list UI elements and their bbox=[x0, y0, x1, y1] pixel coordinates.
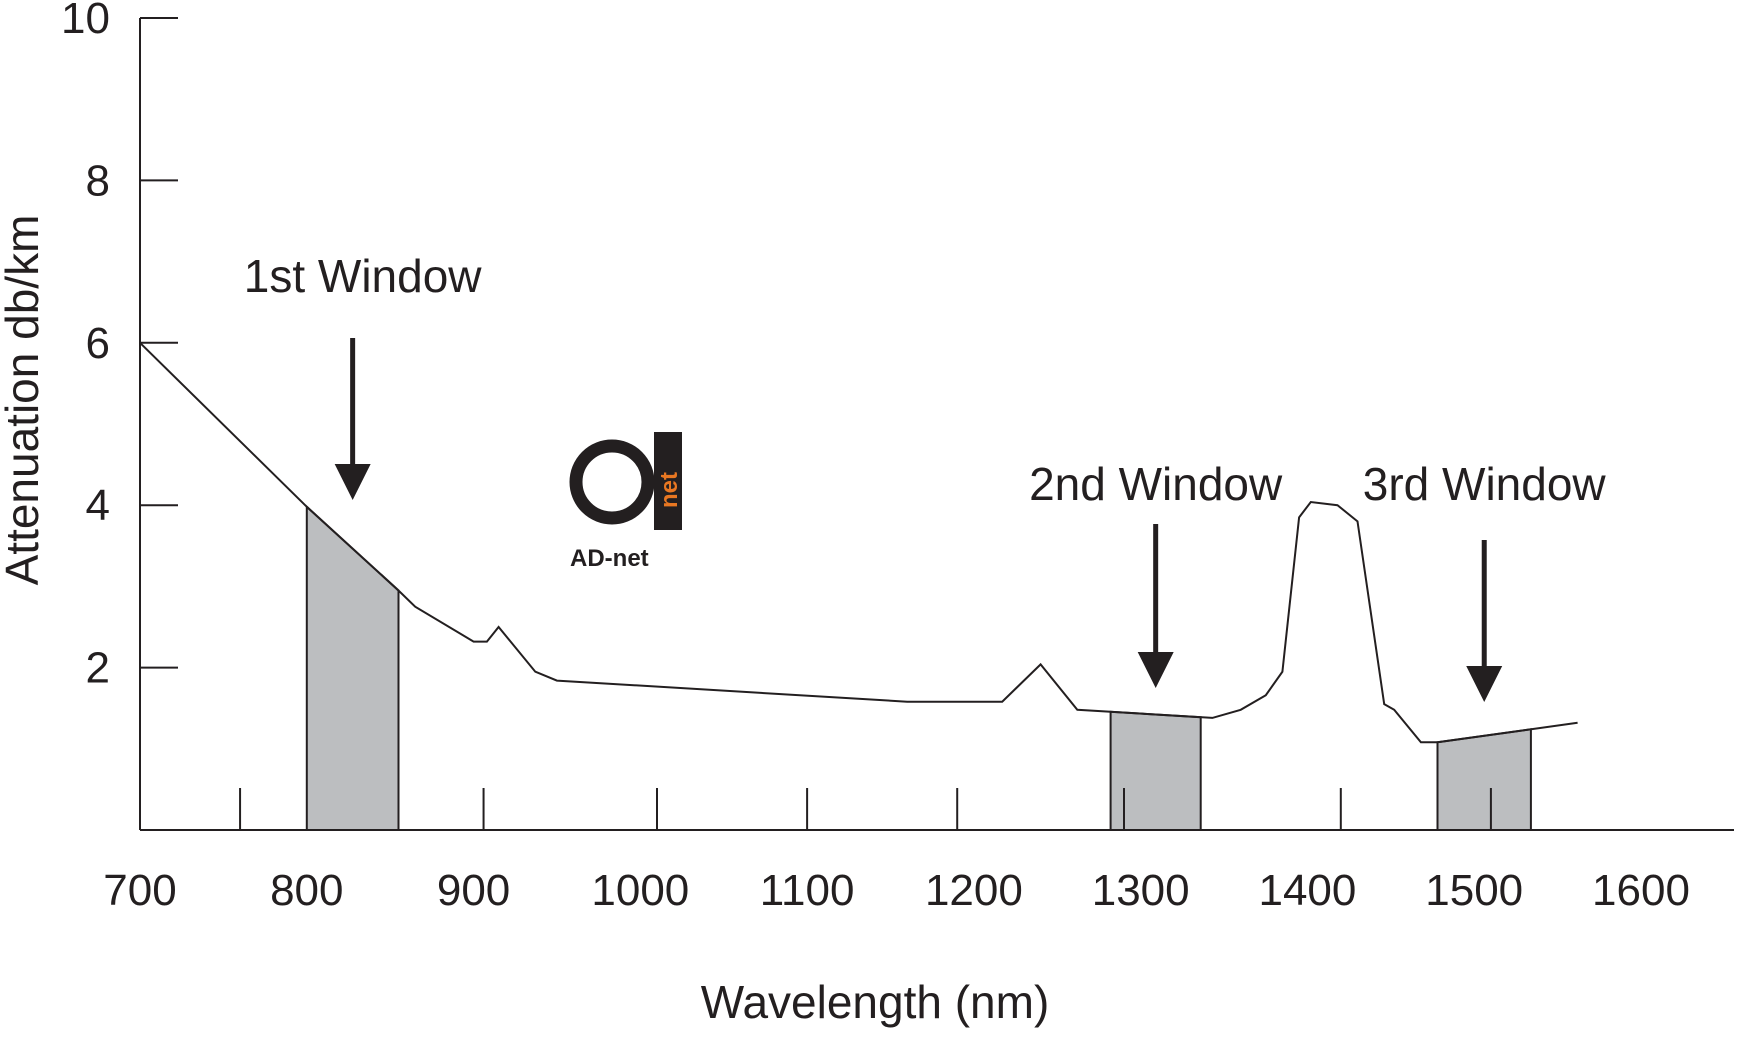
window-3-label: 3rd Window bbox=[1363, 458, 1607, 510]
x-tick-label: 1600 bbox=[1592, 866, 1690, 915]
x-tick-label: 900 bbox=[437, 866, 510, 915]
logo-wordmark: AD-net bbox=[570, 545, 649, 572]
ad-net-logo: net AD-net bbox=[569, 432, 683, 572]
window-annotations: 1st Window 2nd Window 3rd Window bbox=[244, 250, 1607, 702]
attenuation-curve bbox=[139, 342, 1578, 744]
logo-bar bbox=[654, 432, 682, 530]
window-2-label: 2nd Window bbox=[1029, 458, 1283, 510]
y-tick-label: 4 bbox=[86, 481, 110, 530]
down-arrow-icon bbox=[1137, 652, 1174, 688]
x-tick-label: 1400 bbox=[1258, 866, 1356, 915]
x-tick-label: 800 bbox=[270, 866, 343, 915]
x-tick-label: 1000 bbox=[591, 866, 689, 915]
x-tick-label: 1100 bbox=[760, 866, 855, 915]
window-1-label: 1st Window bbox=[244, 250, 483, 302]
down-arrow-icon bbox=[1466, 666, 1503, 702]
y-tick-label: 2 bbox=[86, 644, 110, 693]
logo-ring-icon bbox=[569, 439, 655, 525]
axis-ticks: 2 4 6 8 10 700 800 900 1000 1100 1200 1300 1400 1500 1… bbox=[61, 0, 1690, 915]
y-axis-title: Attenuation db/km bbox=[0, 215, 48, 586]
down-arrow-icon bbox=[334, 464, 371, 500]
x-tick-label: 700 bbox=[103, 866, 176, 915]
x-tick-label: 1500 bbox=[1425, 866, 1523, 915]
window-1-shade bbox=[305, 504, 400, 831]
y-tick-label: 8 bbox=[86, 156, 110, 205]
x-tick-label: 1300 bbox=[1092, 866, 1190, 915]
y-tick-label: 10 bbox=[61, 0, 110, 43]
chart-axes bbox=[139, 18, 1734, 831]
window-3-shade bbox=[1436, 728, 1532, 831]
x-axis-title: Wavelength (nm) bbox=[701, 976, 1050, 1028]
x-tick-label: 1200 bbox=[925, 866, 1023, 915]
transmission-windows bbox=[305, 504, 1532, 831]
logo-net-text: net bbox=[656, 472, 683, 508]
y-tick-label: 6 bbox=[86, 319, 110, 368]
